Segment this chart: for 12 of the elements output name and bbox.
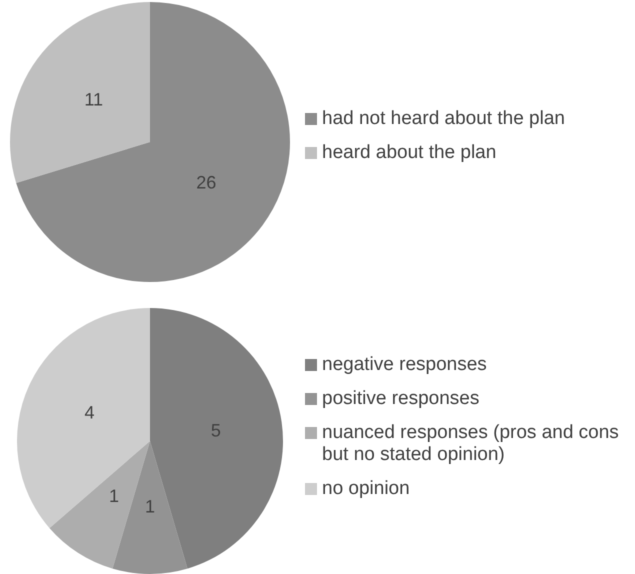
legend-label: no opinion	[322, 478, 410, 500]
legend-label: nuanced responses (pros and cons but no stated opinion)	[322, 422, 620, 466]
legend-label: negative responses	[322, 354, 487, 376]
data-label: 4	[84, 402, 95, 422]
data-label: 11	[84, 89, 104, 110]
data-label: 1	[109, 486, 120, 506]
data-label: 1	[144, 496, 156, 516]
data-label: 26	[196, 172, 216, 193]
legend-label: had not heard about the plan	[322, 108, 565, 130]
data-label: 5	[210, 420, 221, 441]
legend-label: positive responses	[322, 388, 480, 410]
legend-label: heard about the plan	[322, 142, 496, 164]
